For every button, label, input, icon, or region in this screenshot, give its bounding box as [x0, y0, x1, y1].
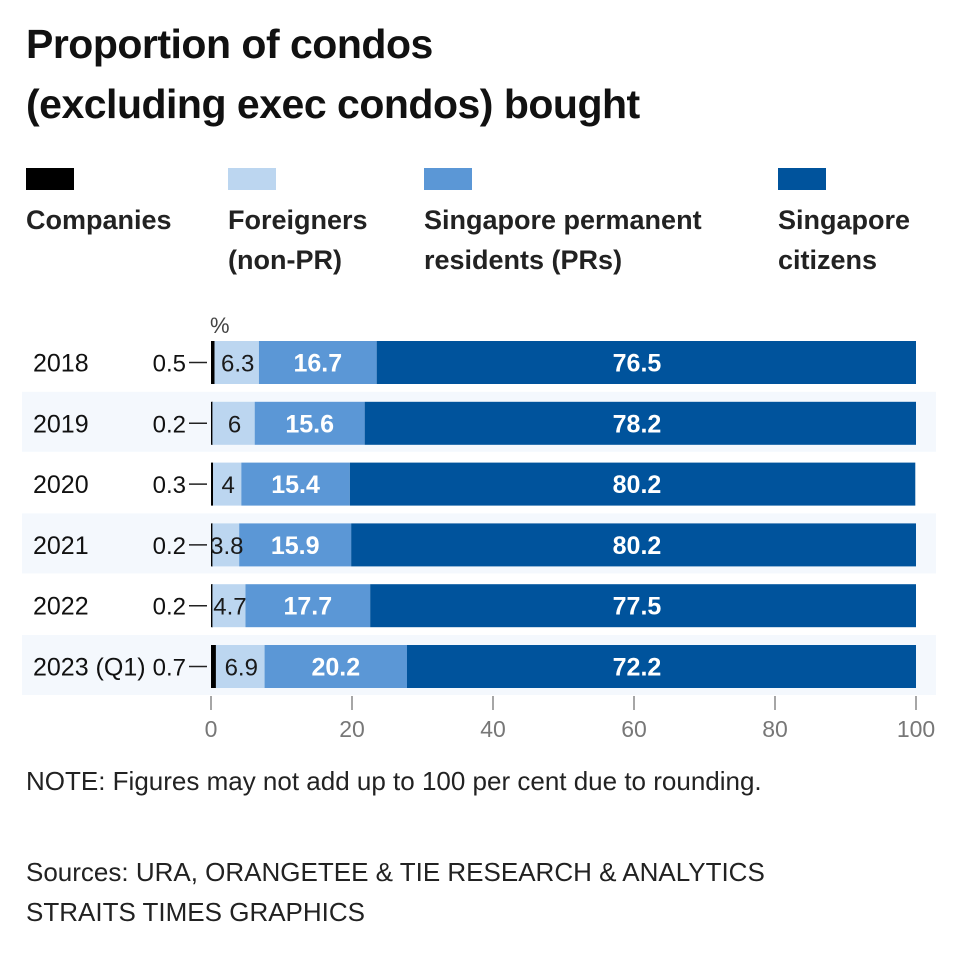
data-label-prs: 20.2	[311, 654, 360, 682]
category-label: 2023 (Q1)	[33, 654, 146, 682]
category-label: 2020	[33, 471, 89, 499]
legend-label-prs: Singapore permanent residents (PRs)	[424, 200, 702, 280]
bar-segment-citizens	[376, 341, 916, 384]
legend-label-companies: Companies	[26, 200, 172, 240]
legend-item-foreigners: Foreigners (non-PR)	[228, 168, 368, 280]
legend-label-line: Foreigners	[228, 205, 368, 235]
x-tick-label: 40	[480, 716, 506, 742]
bar-segment-citizens	[370, 584, 916, 628]
data-label-foreigners: 4	[222, 472, 235, 499]
bar-segment-citizens	[349, 462, 916, 506]
data-label-foreigners: 6.3	[221, 351, 254, 378]
x-tick-label: 60	[621, 716, 647, 742]
legend-item-companies: Companies	[26, 168, 172, 240]
data-label-companies: 0.2	[153, 533, 186, 560]
bar-segment-companies	[211, 645, 216, 688]
unit-label: %	[210, 313, 230, 338]
data-label-prs: 17.7	[284, 593, 333, 621]
data-label-companies: 0.7	[153, 655, 186, 682]
chart-title: Proportion of condos (excluding exec con…	[26, 14, 640, 134]
bar-segment-companies	[211, 523, 213, 567]
bar-segment-foreigners	[212, 584, 246, 628]
legend-label-foreigners: Foreigners (non-PR)	[228, 200, 368, 280]
legend-label-line: Singapore	[778, 205, 911, 235]
legend-swatch-companies	[26, 168, 74, 190]
bar-segment-citizens	[364, 401, 916, 445]
x-tick-label: 20	[339, 716, 365, 742]
data-label-citizens: 78.2	[613, 410, 662, 438]
data-label-foreigners: 6.9	[225, 655, 258, 682]
sources-line-1: Sources: URA, ORANGETEE & TIE RESEARCH &…	[26, 857, 765, 887]
data-label-prs: 15.6	[285, 410, 334, 438]
data-label-prs: 16.7	[293, 350, 342, 378]
bar-segment-citizens	[406, 645, 916, 688]
bar-segment-prs	[245, 584, 371, 628]
legend-swatch-citizens	[778, 168, 826, 190]
data-label-prs: 15.4	[271, 471, 320, 499]
legend-label-line: (non-PR)	[228, 245, 342, 275]
data-label-companies: 0.3	[153, 472, 186, 499]
data-label-citizens: 76.5	[613, 350, 662, 378]
bar-segment-citizens	[351, 523, 916, 567]
legend-item-prs: Singapore permanent residents (PRs)	[424, 168, 702, 280]
data-label-citizens: 80.2	[613, 532, 662, 560]
legend-swatch-prs	[424, 168, 472, 190]
data-label-foreigners: 3.8	[210, 533, 243, 560]
bar-segment-foreigners	[214, 341, 259, 384]
x-tick-label: 100	[897, 716, 935, 742]
sources-line-2: STRAITS TIMES GRAPHICS	[26, 897, 366, 927]
category-label: 2022	[33, 593, 89, 621]
bar-segment-companies	[211, 462, 214, 506]
legend-swatch-foreigners	[228, 168, 276, 190]
bar-segment-foreigners	[215, 645, 265, 688]
chart-sources: Sources: URA, ORANGETEE & TIE RESEARCH &…	[26, 852, 765, 932]
data-label-citizens: 72.2	[613, 654, 662, 682]
chart-title-line-2: (excluding exec condos) bought	[26, 81, 640, 127]
data-label-citizens: 77.5	[613, 593, 662, 621]
legend-label-line: citizens	[778, 245, 878, 275]
chart-note: NOTE: Figures may not add up to 100 per …	[26, 766, 762, 796]
bar-segment-prs	[264, 645, 407, 688]
legend-label-line: residents (PRs)	[424, 245, 623, 275]
bar-segment-companies	[211, 341, 215, 384]
data-label-prs: 15.9	[271, 532, 320, 560]
category-label: 2019	[33, 410, 89, 438]
category-label: 2021	[33, 532, 89, 560]
bar-segment-prs	[254, 401, 365, 445]
data-label-companies: 0.5	[153, 351, 186, 378]
x-tick-label: 0	[205, 716, 218, 742]
bar-segment-prs	[239, 523, 352, 567]
data-label-companies: 0.2	[153, 594, 186, 621]
chart-title-line-1: Proportion of condos	[26, 21, 433, 67]
bar-segment-foreigners	[212, 401, 255, 445]
legend-item-citizens: Singapore citizens	[778, 168, 910, 280]
data-label-foreigners: 4.7	[213, 594, 246, 621]
legend-label-line: Companies	[26, 205, 172, 235]
data-label-foreigners: 6	[228, 411, 241, 438]
bar-segment-companies	[211, 584, 213, 628]
x-tick-label: 80	[762, 716, 788, 742]
category-label: 2018	[33, 350, 89, 378]
legend-label-line: Singapore permanent	[424, 205, 702, 235]
bar-segment-prs	[241, 462, 350, 506]
bar-segment-companies	[211, 401, 213, 445]
bar-segment-foreigners	[213, 462, 242, 506]
legend-label-citizens: Singapore citizens	[778, 200, 910, 280]
bar-segment-foreigners	[212, 523, 240, 567]
bar-segment-prs	[258, 341, 377, 384]
data-label-citizens: 80.2	[613, 471, 662, 499]
data-label-companies: 0.2	[153, 411, 186, 438]
